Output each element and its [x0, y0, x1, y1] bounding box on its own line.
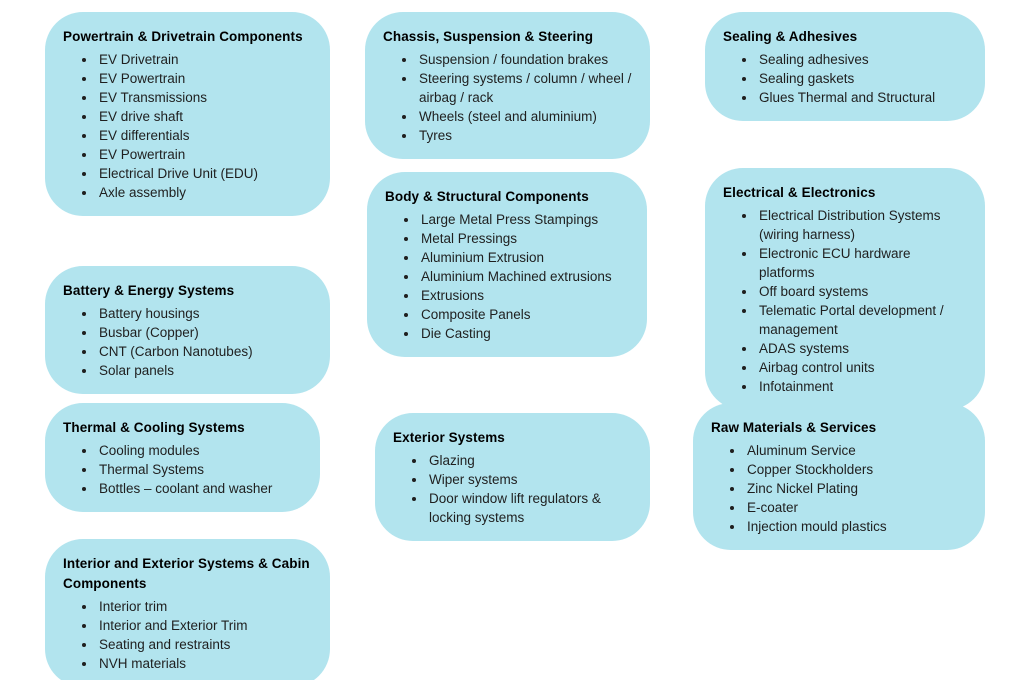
- card-item: Solar panels: [97, 361, 312, 380]
- card-item: EV Powertrain: [97, 69, 312, 88]
- card-item: Interior and Exterior Trim: [97, 616, 312, 635]
- card-item: Thermal Systems: [97, 460, 302, 479]
- card-item: Glazing: [427, 451, 632, 470]
- card-item: Busbar (Copper): [97, 323, 312, 342]
- card-item: Extrusions: [419, 286, 629, 305]
- card-item: Metal Pressings: [419, 229, 629, 248]
- card-item: Seating and restraints: [97, 635, 312, 654]
- card-item: Airbag control units: [757, 358, 967, 377]
- card-item-list: Cooling modulesThermal SystemsBottles – …: [63, 441, 302, 498]
- card-battery-energy-systems: Battery & Energy Systems Battery housing…: [45, 266, 330, 394]
- card-item: Injection mould plastics: [745, 517, 967, 536]
- card-item: Composite Panels: [419, 305, 629, 324]
- card-item-list: Battery housingsBusbar (Copper)CNT (Carb…: [63, 304, 312, 380]
- card-item: ADAS systems: [757, 339, 967, 358]
- card-item-list: Interior trimInterior and Exterior TrimS…: [63, 597, 312, 673]
- card-title: Sealing & Adhesives: [723, 29, 858, 44]
- card-item: Tyres: [417, 126, 632, 145]
- card-title: Interior and Exterior Systems & Cabin Co…: [63, 556, 310, 591]
- card-title: Exterior Systems: [393, 430, 505, 445]
- card-item: EV differentials: [97, 126, 312, 145]
- card-item: Aluminium Extrusion: [419, 248, 629, 267]
- card-thermal-cooling-systems: Thermal & Cooling Systems Cooling module…: [45, 403, 320, 512]
- card-title: Electrical & Electronics: [723, 185, 876, 200]
- card-item-list: Aluminum ServiceCopper StockholdersZinc …: [711, 441, 967, 536]
- card-item: Large Metal Press Stampings: [419, 210, 629, 229]
- card-item: Zinc Nickel Plating: [745, 479, 967, 498]
- card-item: Glues Thermal and Structural: [757, 88, 967, 107]
- card-item: E-coater: [745, 498, 967, 517]
- card-item: Electrical Distribution Systems (wiring …: [757, 206, 967, 244]
- card-item: CNT (Carbon Nanotubes): [97, 342, 312, 361]
- card-item: EV Drivetrain: [97, 50, 312, 69]
- card-item: Axle assembly: [97, 183, 312, 202]
- card-raw-materials-services: Raw Materials & Services Aluminum Servic…: [693, 403, 985, 550]
- card-title: Battery & Energy Systems: [63, 283, 235, 298]
- card-item: Suspension / foundation brakes: [417, 50, 632, 69]
- card-item: NVH materials: [97, 654, 312, 673]
- card-item-list: Suspension / foundation brakesSteering s…: [383, 50, 632, 145]
- card-item: Infotainment: [757, 377, 967, 396]
- card-item: Electronic ECU hardware platforms: [757, 244, 967, 282]
- card-chassis-suspension-steering: Chassis, Suspension & Steering Suspensio…: [365, 12, 650, 159]
- card-item: EV Transmissions: [97, 88, 312, 107]
- card-item-list: Electrical Distribution Systems (wiring …: [723, 206, 967, 396]
- card-item: Telematic Portal development / managemen…: [757, 301, 967, 339]
- card-item: Sealing adhesives: [757, 50, 967, 69]
- card-title: Thermal & Cooling Systems: [63, 420, 245, 435]
- card-item: Aluminum Service: [745, 441, 967, 460]
- card-item: EV drive shaft: [97, 107, 312, 126]
- card-item: Battery housings: [97, 304, 312, 323]
- card-item: Steering systems / column / wheel / airb…: [417, 69, 632, 107]
- card-item: Cooling modules: [97, 441, 302, 460]
- card-item-list: Sealing adhesivesSealing gasketsGlues Th…: [723, 50, 967, 107]
- card-item: Aluminium Machined extrusions: [419, 267, 629, 286]
- card-item: EV Powertrain: [97, 145, 312, 164]
- card-item: Interior trim: [97, 597, 312, 616]
- card-title: Raw Materials & Services: [711, 420, 877, 435]
- card-item: Electrical Drive Unit (EDU): [97, 164, 312, 183]
- card-body-structural-components: Body & Structural Components Large Metal…: [367, 172, 647, 357]
- card-item-list: EV DrivetrainEV PowertrainEV Transmissio…: [63, 50, 312, 202]
- card-item: Off board systems: [757, 282, 967, 301]
- card-item: Sealing gaskets: [757, 69, 967, 88]
- card-item: Die Casting: [419, 324, 629, 343]
- card-item: Wheels (steel and aluminium): [417, 107, 632, 126]
- card-item: Copper Stockholders: [745, 460, 967, 479]
- card-title: Body & Structural Components: [385, 189, 589, 204]
- card-exterior-systems: Exterior Systems GlazingWiper systemsDoo…: [375, 413, 650, 541]
- card-title: Powertrain & Drivetrain Components: [63, 29, 303, 44]
- card-item-list: GlazingWiper systemsDoor window lift reg…: [393, 451, 632, 527]
- card-item: Bottles – coolant and washer: [97, 479, 302, 498]
- card-item-list: Large Metal Press StampingsMetal Pressin…: [385, 210, 629, 343]
- card-item: Door window lift regulators & locking sy…: [427, 489, 632, 527]
- card-powertrain-drivetrain-components: Powertrain & Drivetrain Components EV Dr…: [45, 12, 330, 216]
- card-sealing-adhesives: Sealing & Adhesives Sealing adhesivesSea…: [705, 12, 985, 121]
- card-title: Chassis, Suspension & Steering: [383, 29, 594, 44]
- card-electrical-electronics: Electrical & Electronics Electrical Dist…: [705, 168, 985, 410]
- card-interior-exterior-cabin-components: Interior and Exterior Systems & Cabin Co…: [45, 539, 330, 680]
- card-item: Wiper systems: [427, 470, 632, 489]
